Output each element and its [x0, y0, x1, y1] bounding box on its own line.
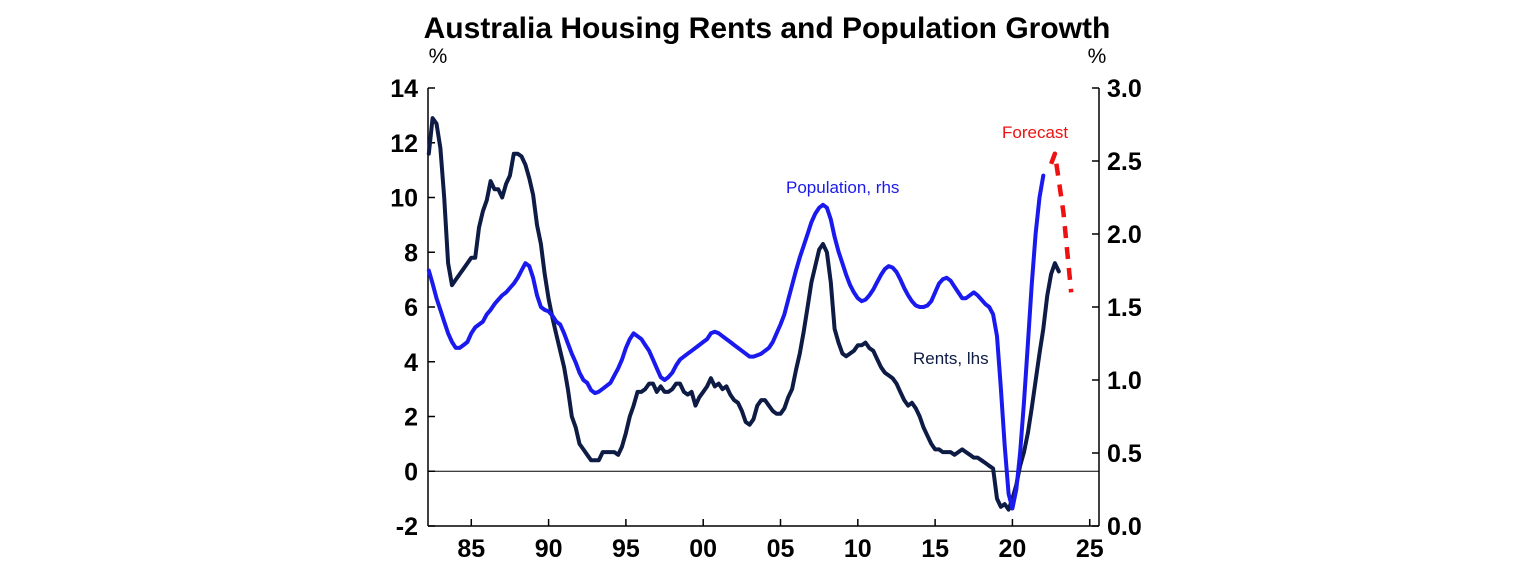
series-lines	[426, 116, 1074, 512]
chart-title: Australia Housing Rents and Population G…	[424, 12, 1111, 45]
forecast-annotation: Forecast	[1002, 123, 1068, 142]
x-tick-label: 90	[535, 535, 563, 563]
y-right-tick-label: 2.0	[1107, 221, 1142, 249]
y-left-tick-label: 12	[390, 130, 418, 158]
y-left-unit: %	[429, 45, 448, 68]
y-right-tick-label: 3.0	[1107, 75, 1142, 103]
y-right-tick-label: 1.0	[1107, 367, 1142, 395]
y-left-tick-label: 14	[390, 75, 418, 103]
x-tick-label: 10	[844, 535, 872, 563]
x-tick-label: 85	[457, 535, 485, 563]
y-right-tick-label: 0.0	[1107, 513, 1142, 541]
x-tick-label: 05	[767, 535, 795, 563]
x-tick-label: 25	[1076, 535, 1104, 563]
y-right-tick-label: 1.5	[1107, 294, 1142, 322]
axes: -2 0 2 4 6 8 10 12 14 0.0 0.5 1.0 1.5 2.0 2.5 3.0 85 90 95…	[390, 75, 1142, 563]
population-series-line	[426, 173, 1046, 511]
y-left-tick-label: -2	[396, 513, 418, 541]
population-annotation: Population, rhs	[786, 178, 899, 197]
forecast-series-line	[1048, 151, 1074, 293]
x-tick-label: 00	[689, 535, 717, 563]
y-right-tick-label: 0.5	[1107, 440, 1142, 468]
y-left-tick-label: 6	[404, 294, 418, 322]
x-tick-label: 15	[921, 535, 949, 563]
x-tick-label: 20	[999, 535, 1027, 563]
x-tick-label: 95	[612, 535, 640, 563]
y-left-tick-label: 0	[404, 458, 418, 486]
y-left-tick-label: 2	[404, 404, 418, 432]
y-right-unit: %	[1088, 45, 1107, 68]
y-left-tick-label: 8	[404, 239, 418, 267]
rents-series-line	[426, 116, 1061, 512]
rents-annotation: Rents, lhs	[913, 349, 989, 368]
y-left-tick-label: 10	[390, 185, 418, 213]
y-left-tick-label: 4	[404, 349, 418, 377]
y-right-tick-label: 2.5	[1107, 148, 1142, 176]
